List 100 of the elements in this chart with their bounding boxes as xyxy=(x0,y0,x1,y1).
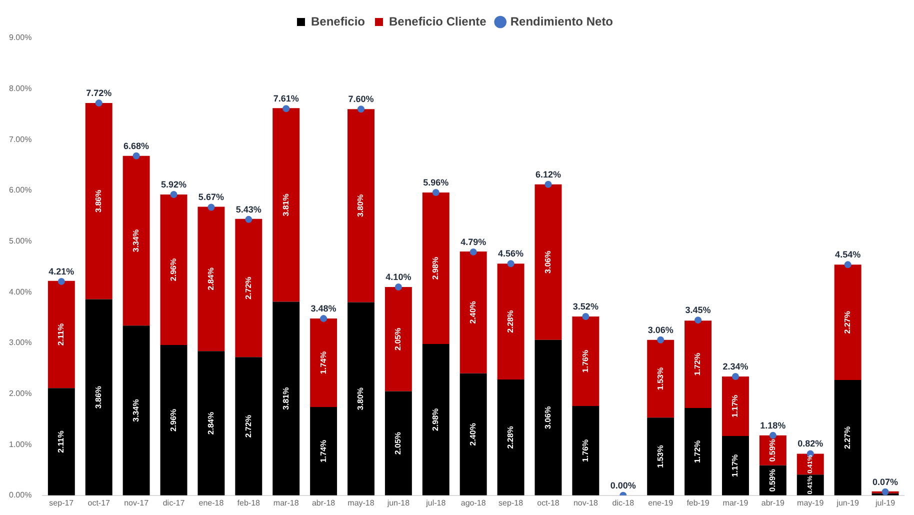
data-label: 3.06% xyxy=(543,406,552,429)
data-label: 2.98% xyxy=(431,256,440,280)
bar xyxy=(48,388,75,496)
data-label: 5.67% xyxy=(198,192,224,202)
bar xyxy=(122,156,150,326)
x-tick-label: ene-18 xyxy=(198,498,224,508)
bar xyxy=(272,302,300,496)
data-label: 7.60% xyxy=(348,94,374,104)
data-label: 3.86% xyxy=(94,386,104,409)
bar xyxy=(348,109,374,302)
data-label: 1.76% xyxy=(580,350,590,373)
data-label: 1.72% xyxy=(693,352,702,376)
bar xyxy=(198,351,225,496)
point xyxy=(507,260,514,268)
y-tick-label: 9.00% xyxy=(8,33,32,42)
x-tick-label: oct-18 xyxy=(537,498,560,508)
data-label: 5.92% xyxy=(160,180,187,190)
bar xyxy=(348,302,374,496)
point xyxy=(320,315,328,322)
x-tick-label: dic-18 xyxy=(612,498,635,508)
bar xyxy=(310,318,338,407)
bar xyxy=(460,251,487,374)
x-tick-label: sep-18 xyxy=(498,498,524,508)
data-label: 4.21% xyxy=(48,266,74,276)
y-tick-label: 8.00% xyxy=(8,84,32,94)
data-label: 2.96% xyxy=(168,258,178,282)
data-label: 0.82% xyxy=(798,438,824,449)
point xyxy=(732,372,739,380)
data-label: 0.59% xyxy=(768,469,778,492)
bar xyxy=(647,340,674,418)
bar xyxy=(572,316,600,406)
data-label: 7.61% xyxy=(273,94,299,104)
y-tick-label: 2.00% xyxy=(8,388,32,398)
data-label: 2.05% xyxy=(394,432,403,455)
data-label: 2.40% xyxy=(468,423,478,446)
x-tick-label: ene-19 xyxy=(648,498,674,508)
bar xyxy=(384,391,412,496)
bar xyxy=(85,103,112,300)
point xyxy=(58,278,65,285)
x-tick-label: jun-18 xyxy=(386,498,410,508)
bar xyxy=(160,194,188,345)
x-tick-label: nov-18 xyxy=(573,498,598,508)
x-tick-label: may-19 xyxy=(797,498,824,508)
data-label: 1.17% xyxy=(730,394,740,418)
bar xyxy=(122,326,150,496)
point xyxy=(882,488,889,496)
data-label: 2.28% xyxy=(506,426,515,449)
y-tick-label: 7.00% xyxy=(8,134,32,144)
bar xyxy=(534,340,562,496)
point xyxy=(470,248,477,256)
y-tick-label: 3.00% xyxy=(8,338,32,348)
bar xyxy=(834,264,862,380)
data-label: 3.06% xyxy=(648,324,674,335)
data-label: 2.27% xyxy=(843,311,852,334)
data-label: 3.81% xyxy=(281,387,290,410)
data-label: 4.10% xyxy=(386,272,412,282)
data-label: 0.00% xyxy=(610,480,636,490)
data-label: 2.27% xyxy=(843,426,852,450)
data-label: 0.07% xyxy=(872,476,898,487)
x-tick-label: may-18 xyxy=(348,498,375,508)
bar xyxy=(534,184,562,340)
data-label: 3.45% xyxy=(685,305,711,316)
data-label: 2.72% xyxy=(244,276,253,300)
y-tick-label: 6.00% xyxy=(8,186,32,195)
data-label: 4.54% xyxy=(835,250,861,260)
data-label: 3.80% xyxy=(356,387,366,410)
bar xyxy=(48,280,75,388)
data-label: 1.72% xyxy=(693,440,702,464)
x-tick-label: mar-18 xyxy=(273,498,300,508)
point xyxy=(544,180,552,188)
x-tick-label: feb-19 xyxy=(686,498,710,508)
data-label: 5.43% xyxy=(236,204,262,214)
x-tick-label: feb-18 xyxy=(237,498,261,508)
bar xyxy=(85,299,112,496)
data-label: 1.17% xyxy=(730,454,740,478)
data-label: 1.76% xyxy=(580,439,590,462)
point xyxy=(95,100,102,107)
point xyxy=(394,284,402,291)
data-label: 2.05% xyxy=(394,328,403,350)
data-label: 2.84% xyxy=(206,412,216,435)
point xyxy=(694,316,702,324)
data-label: 3.80% xyxy=(356,194,366,218)
point xyxy=(245,216,252,223)
x-tick-label: abr-18 xyxy=(312,498,336,508)
point xyxy=(132,152,140,160)
point xyxy=(282,105,290,112)
x-tick-label: nov-17 xyxy=(124,498,150,508)
data-label: 3.81% xyxy=(281,194,290,216)
y-tick-label: 5.00% xyxy=(8,236,32,246)
data-label: 4.56% xyxy=(498,248,524,259)
data-label: 4.79% xyxy=(460,236,486,247)
data-label: 2.40% xyxy=(468,301,478,324)
x-tick-label: jul-19 xyxy=(874,498,896,508)
data-label: 1.74% xyxy=(318,440,328,463)
point xyxy=(170,191,178,198)
x-tick-label: ago-18 xyxy=(460,498,486,508)
data-label: 3.86% xyxy=(94,190,104,212)
legend-label: Beneficio xyxy=(310,14,365,28)
data-label: 3.06% xyxy=(543,250,552,274)
x-tick-label: oct-17 xyxy=(88,498,111,508)
